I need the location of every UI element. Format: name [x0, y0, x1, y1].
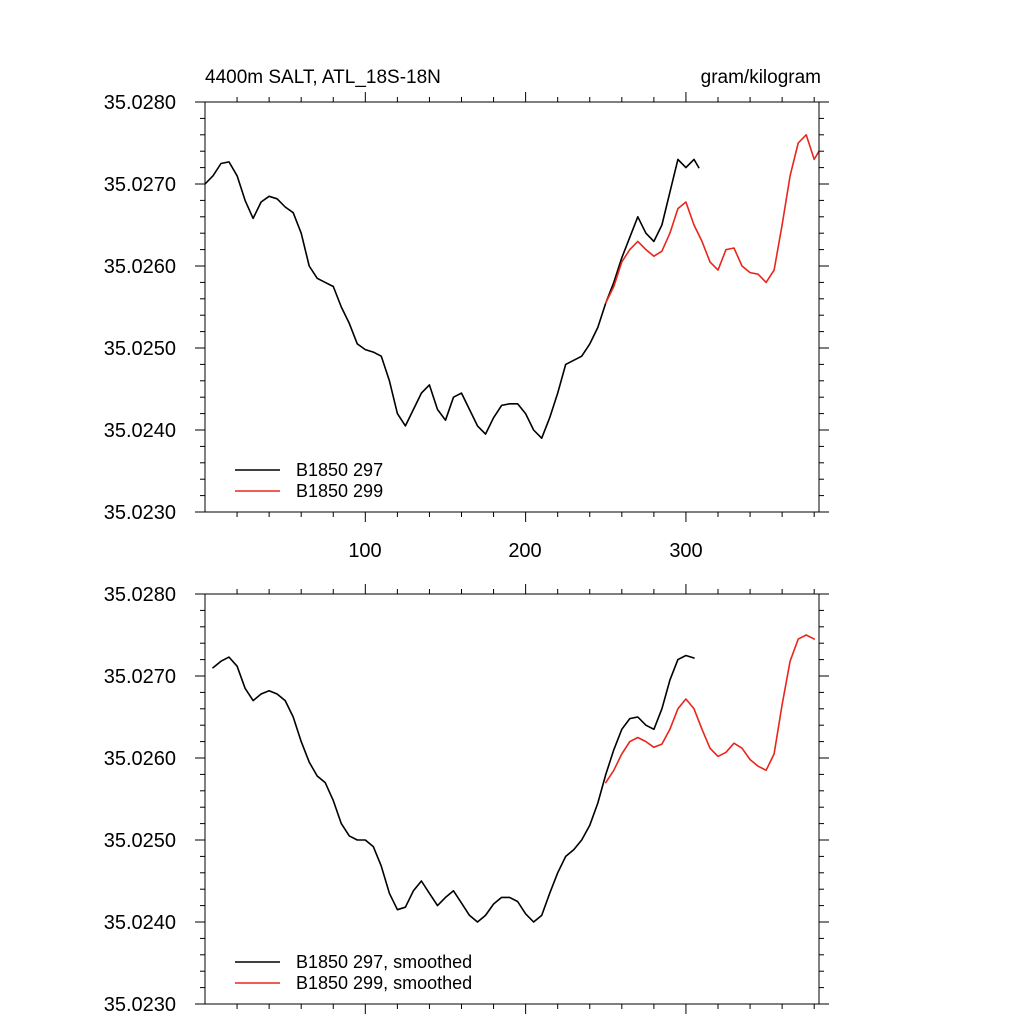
top-ytick-label: 35.0240 — [104, 420, 176, 442]
top-y-axis-ticks — [195, 101, 829, 513]
bottom-ytick-label: 35.0260 — [104, 748, 176, 770]
bottom-y-axis-ticks — [195, 593, 829, 1005]
top-series-line-b1850-297 — [204, 158, 700, 440]
legend-label-b1850-297-smoothed: B1850 297, smoothed — [296, 952, 472, 972]
bottom-panel: 35.0280 35.0270 35.0260 35.0250 35.0240 … — [104, 584, 829, 1016]
bottom-ytick-label: 35.0250 — [104, 830, 176, 852]
legend-label-b1850-299: B1850 299 — [296, 481, 383, 501]
top-ytick-label: 35.0250 — [104, 338, 176, 360]
top-x-axis-ticks — [236, 92, 815, 522]
bottom-series-group — [212, 634, 816, 923]
bottom-ytick-label: 35.0230 — [104, 994, 176, 1016]
top-xtick-label: 200 — [508, 540, 541, 562]
bottom-series-line-b1850-297-smoothed — [212, 654, 695, 923]
bottom-plot-frame — [204, 593, 820, 1005]
top-ytick-label: 35.0230 — [104, 502, 176, 524]
legend-label-b1850-299-smoothed: B1850 299, smoothed — [296, 973, 472, 993]
bottom-legend: B1850 297, smoothed B1850 299, smoothed — [235, 952, 472, 993]
chart-title: 4400m SALT, ATL_18S-18N — [205, 67, 441, 88]
top-xtick-label: 100 — [348, 540, 381, 562]
top-panel: 4400m SALT, ATL_18S-18N gram/kilogram 35… — [104, 67, 829, 562]
top-plot-frame — [204, 101, 820, 513]
top-ytick-label: 35.0260 — [104, 256, 176, 278]
bottom-ytick-label: 35.0270 — [104, 666, 176, 688]
bottom-ytick-label: 35.0240 — [104, 912, 176, 934]
top-ytick-label: 35.0280 — [104, 92, 176, 114]
bottom-ytick-label: 35.0280 — [104, 584, 176, 606]
top-xtick-label: 300 — [669, 540, 702, 562]
top-series-group — [204, 134, 820, 440]
top-ytick-label: 35.0270 — [104, 174, 176, 196]
bottom-series-line-b1850-299-smoothed — [604, 634, 816, 784]
bottom-x-axis-ticks — [236, 584, 815, 1014]
top-legend: B1850 297 B1850 299 — [235, 460, 383, 501]
top-series-line-b1850-299 — [604, 134, 820, 304]
legend-label-b1850-297: B1850 297 — [296, 460, 383, 480]
chart-units: gram/kilogram — [701, 67, 821, 88]
